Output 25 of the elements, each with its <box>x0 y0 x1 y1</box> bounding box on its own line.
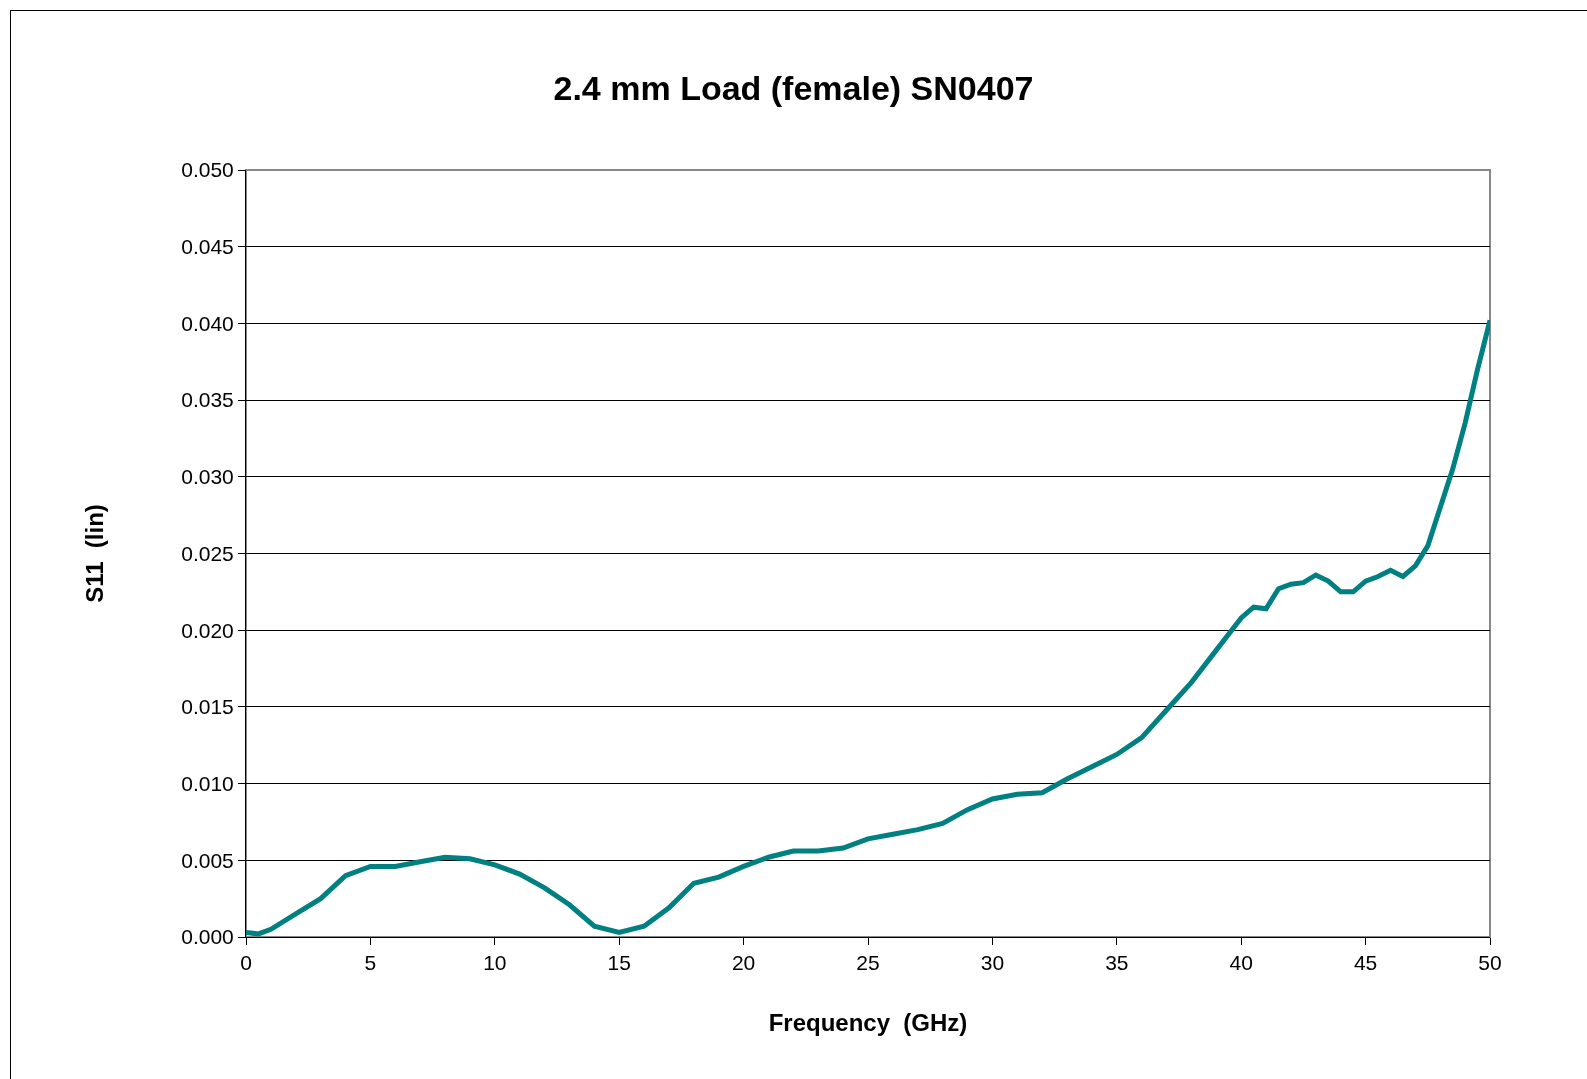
y-axis-title: S11 (lin) <box>81 504 109 603</box>
x-tick-label: 50 <box>1478 951 1502 975</box>
x-tick-label: 20 <box>731 951 756 975</box>
x-tick-label: 10 <box>483 951 507 975</box>
x-tick-label: 15 <box>607 951 631 975</box>
y-tick-label: 0.020 <box>181 618 234 642</box>
x-tick-label: 25 <box>856 951 880 975</box>
y-tick-label: 0.030 <box>181 465 234 489</box>
y-tick-label: 0.000 <box>181 925 234 949</box>
x-axis-title: Frequency (GHz) <box>768 1008 968 1036</box>
x-tick-label: 0 <box>240 951 252 975</box>
x-tick-label: 40 <box>1229 951 1253 975</box>
y-tick-label: 0.040 <box>181 311 234 335</box>
x-tick-label: 30 <box>980 951 1005 975</box>
x-tick-label: 35 <box>1105 951 1129 975</box>
x-tick-label: 5 <box>364 951 377 975</box>
y-tick-label: 0.015 <box>181 695 234 719</box>
y-tick-label: 0.050 <box>181 158 234 182</box>
chart-title: 2.4 mm Load (female) SN0407 <box>553 69 1034 108</box>
y-tick-label: 0.045 <box>181 235 234 259</box>
y-tick-label: 0.005 <box>181 848 234 872</box>
y-tick-label: 0.035 <box>181 388 234 412</box>
y-tick-label: 0.025 <box>181 541 234 565</box>
y-tick-label: 0.010 <box>181 771 234 795</box>
x-tick-label: 45 <box>1353 951 1378 975</box>
